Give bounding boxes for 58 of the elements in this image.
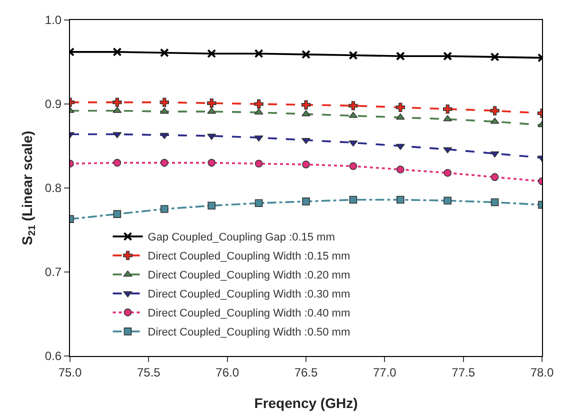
point [349, 196, 358, 204]
x-tick-label: 77.5 [452, 365, 476, 380]
point [254, 199, 263, 208]
point [490, 52, 500, 62]
point [302, 198, 310, 206]
point [254, 49, 264, 58]
x-tick-label: 77.0 [372, 365, 397, 380]
legend-label: Gap Coupled_Coupling Gap :0.15 mm [148, 232, 335, 244]
y-tick-label: 0.7 [44, 265, 62, 280]
point [348, 50, 358, 60]
point [207, 98, 216, 108]
x-tick-label: 76.5 [294, 365, 318, 380]
point [444, 196, 452, 204]
point [490, 173, 499, 181]
point [160, 205, 168, 213]
point [113, 158, 122, 167]
point [490, 106, 500, 116]
legend-label: Direct Coupled_Coupling Width :0.20 mm [148, 270, 350, 282]
point [207, 49, 216, 58]
x-tick-label: 78.0 [530, 365, 554, 380]
legend-label: Direct Coupled_Coupling Width :0.15 mm [148, 250, 350, 263]
legend-label: Direct Coupled_Coupling Width :0.40 mm [148, 308, 350, 320]
point [112, 47, 122, 56]
point [443, 52, 452, 61]
point [160, 158, 168, 167]
point [302, 50, 310, 59]
point [490, 198, 499, 206]
point [301, 100, 311, 110]
point [443, 104, 452, 114]
point [396, 52, 405, 61]
point [160, 48, 169, 58]
point [160, 98, 169, 107]
y-tick-label: 0.9 [44, 97, 62, 112]
point [302, 160, 310, 168]
point [302, 138, 310, 144]
y-tick-label: 1.0 [44, 13, 62, 28]
y-tick-label: 0.8 [44, 181, 62, 196]
point [444, 168, 452, 177]
point [254, 160, 263, 168]
x-axis-title: Freqency (GHz) [254, 395, 358, 411]
y-tick-label: 0.6 [44, 349, 62, 364]
x-tick-label: 75.0 [58, 365, 82, 380]
point [208, 158, 216, 167]
point [348, 101, 358, 110]
x-tick-label: 75.5 [136, 365, 161, 380]
point [348, 140, 358, 147]
x-tick-label: 76.0 [216, 365, 240, 380]
point [396, 102, 405, 112]
point [254, 99, 264, 109]
point [112, 98, 122, 107]
legend-label: Direct Coupled_Coupling Width :0.50 mm [148, 326, 350, 339]
point [396, 166, 404, 174]
point [396, 196, 404, 204]
point [302, 110, 310, 116]
point [349, 162, 358, 170]
legend-label: Direct Coupled_Coupling Width :0.30 mm [148, 288, 350, 301]
point [113, 210, 122, 218]
point [208, 202, 216, 210]
